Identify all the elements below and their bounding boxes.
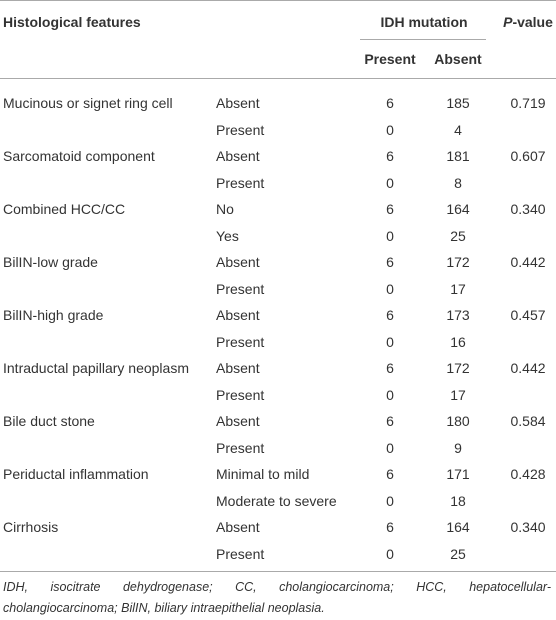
absent-count: 16 [450, 333, 466, 350]
feature: Bile duct stone [3, 413, 95, 429]
level: Absent [216, 519, 260, 535]
present-count: 0 [386, 227, 394, 244]
absent-count: 181 [446, 148, 470, 164]
absent-count: 172 [446, 360, 470, 376]
p-value: 0.442 [510, 254, 546, 270]
level: Yes [216, 227, 239, 244]
absent-count: 180 [446, 413, 470, 429]
absent-count: 4 [454, 121, 462, 138]
rule [0, 78, 556, 79]
absent-count: 172 [446, 254, 470, 270]
level: Absent [216, 254, 260, 270]
feature: Sarcomatoid component [3, 148, 155, 164]
p-value: 0.719 [510, 95, 546, 111]
level: Absent [216, 307, 260, 323]
footnote: IDH, isocitrate dehydrogenase; CC, chola… [3, 580, 551, 615]
present-count: 0 [386, 386, 394, 403]
p-value: 0.607 [510, 148, 546, 164]
absent-count: 164 [446, 201, 470, 217]
level: Moderate to severe [216, 492, 337, 509]
absent-count: 8 [454, 174, 462, 191]
p-value: 0.442 [510, 360, 546, 376]
header-feature: Histological features [3, 14, 141, 30]
level: Minimal to mild [216, 466, 310, 482]
level: No [216, 201, 234, 217]
feature: Periductal inflammation [3, 466, 149, 482]
level: Absent [216, 413, 260, 429]
present-count: 0 [386, 121, 394, 138]
absent-count: 171 [446, 466, 470, 482]
present-count: 0 [386, 439, 394, 456]
present-count: 6 [386, 148, 394, 164]
rule [360, 39, 486, 40]
p-italic: P [503, 14, 513, 30]
absent-count: 25 [450, 545, 466, 562]
p-value: 0.340 [510, 201, 546, 217]
absent-count: 9 [454, 439, 462, 456]
p-value: 0.457 [510, 307, 546, 323]
absent-count: 164 [446, 519, 470, 535]
feature: Cirrhosis [3, 519, 59, 535]
level: Absent [216, 148, 260, 164]
present-count: 0 [386, 280, 394, 297]
present-count: 6 [386, 254, 394, 270]
header-present: Present [364, 51, 416, 67]
present-count: 6 [386, 95, 394, 111]
p-value: 0.428 [510, 466, 546, 482]
present-count: 0 [386, 492, 394, 509]
present-count: 0 [386, 545, 394, 562]
feature: Intraductal papillary neoplasm [3, 360, 189, 376]
present-count: 0 [386, 333, 394, 350]
level: Present [216, 386, 265, 403]
p-value: 0.340 [510, 519, 546, 535]
header-idh: IDH mutation [380, 14, 468, 30]
absent-count: 17 [450, 280, 466, 297]
feature: BilIN-low grade [3, 254, 98, 270]
rule [0, 0, 556, 1]
absent-count: 17 [450, 386, 466, 403]
present-count: 6 [386, 307, 394, 323]
level: Present [216, 121, 265, 138]
header-absent: Absent [434, 51, 482, 67]
absent-count: 185 [446, 95, 470, 111]
absent-count: 18 [450, 492, 466, 509]
absent-count: 173 [446, 307, 470, 323]
feature: Mucinous or signet ring cell [3, 95, 173, 111]
present-count: 6 [386, 519, 394, 535]
level: Present [216, 439, 265, 456]
p-value: 0.584 [510, 413, 546, 429]
absent-count: 25 [450, 227, 466, 244]
present-count: 6 [386, 413, 394, 429]
present-count: 6 [386, 201, 394, 217]
level: Absent [216, 95, 260, 111]
present-count: 6 [386, 466, 394, 482]
present-count: 6 [386, 360, 394, 376]
level: Present [216, 333, 265, 350]
level: Present [216, 174, 265, 191]
level: Absent [216, 360, 260, 376]
rule [0, 571, 556, 572]
p-rest: -value [512, 14, 553, 30]
present-count: 0 [386, 174, 394, 191]
feature: Combined HCC/CC [3, 201, 126, 217]
level: Present [216, 545, 265, 562]
feature: BilIN-high grade [3, 307, 104, 323]
level: Present [216, 280, 265, 297]
header-p-value: P-value [503, 13, 553, 31]
